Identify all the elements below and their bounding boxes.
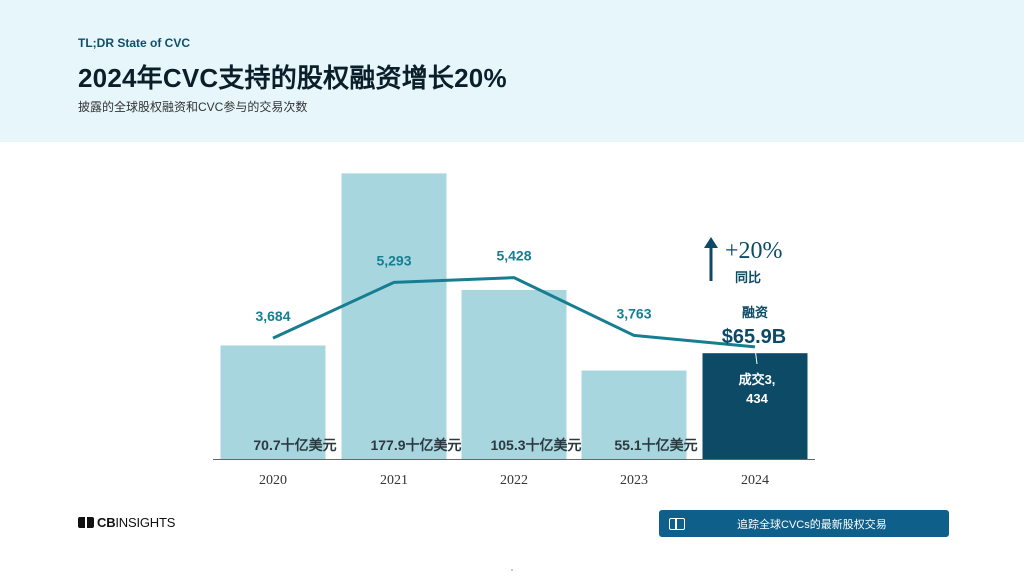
line-value-label-2020: 3,684	[255, 308, 290, 324]
brand-light: INSIGHTS	[115, 515, 176, 530]
bar-value-label-2021: 177.9十亿美元	[370, 437, 461, 453]
line-value-label-2023: 3,763	[616, 305, 651, 321]
line-value-label-2021: 5,293	[376, 252, 411, 268]
change-value: +20%	[725, 238, 783, 264]
up-arrowhead-icon	[704, 237, 718, 248]
page-indicator-dot	[511, 569, 513, 571]
bar-2024	[702, 353, 808, 459]
deals-2024-label-line2: 434	[746, 391, 768, 406]
deals-2024-label-line1: 成交3,	[739, 372, 776, 387]
x-tick-label-2020: 2020	[259, 473, 287, 488]
x-tick-label-2021: 2021	[380, 473, 408, 488]
chart: 2020 2021 2022 2023 2024 70.7十亿美元 177.9十亿美元 105…	[213, 173, 815, 488]
x-tick-label-2023: 2023	[620, 473, 648, 488]
bar-value-label-2020: 70.7十亿美元	[253, 437, 336, 453]
page-title: 2024年CVC支持的股权融资增长20%	[78, 63, 507, 93]
funding-caption: 融资	[742, 305, 768, 320]
bar-value-label-2023: 55.1十亿美元	[614, 437, 697, 453]
eyebrow-label: TL;DR State of CVC	[78, 36, 190, 50]
cbinsights-logo-icon	[78, 517, 94, 528]
change-caption: 同比	[735, 270, 761, 285]
page-subtitle: 披露的全球股权融资和CVC参与的交易次数	[78, 100, 308, 114]
bar-2021	[341, 173, 447, 459]
line-value-label-2022: 5,428	[496, 248, 531, 264]
deals-leader-line	[754, 347, 758, 365]
bar-2022	[461, 289, 567, 459]
deals-line	[272, 276, 756, 349]
bar-value-label-2022: 105.3十亿美元	[490, 437, 581, 453]
card-icon	[669, 517, 685, 530]
bar-2023	[581, 370, 687, 459]
track-deals-button[interactable]: 追踪全球CVCs的最新股权交易	[659, 510, 949, 537]
track-deals-label: 追踪全球CVCs的最新股权交易	[737, 518, 887, 531]
cbinsights-logo: CB INSIGHTS	[78, 515, 175, 530]
header-banner: TL;DR State of CVC 2024年CVC支持的股权融资增长20% …	[0, 0, 1024, 142]
x-tick-label-2022: 2022	[500, 473, 528, 488]
x-tick-label-2024: 2024	[741, 473, 769, 488]
bar-2020	[220, 345, 326, 459]
brand-bold: CB	[97, 515, 116, 530]
funding-value: $65.9B	[722, 326, 787, 348]
